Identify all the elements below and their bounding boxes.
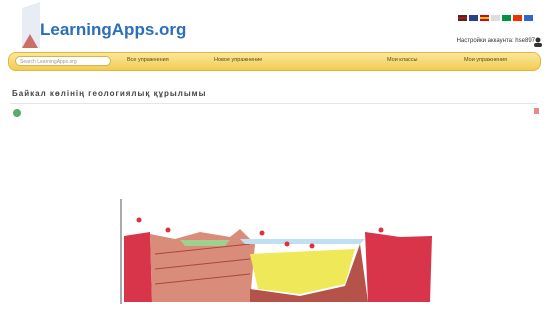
fullscreen-icon[interactable] xyxy=(534,108,539,114)
user-icon-body xyxy=(534,43,542,47)
language-flags[interactable] xyxy=(458,15,533,21)
app-area xyxy=(0,104,547,304)
nav-item[interactable]: Все упражнения xyxy=(127,57,169,63)
search-box[interactable]: Search LearningApps.org xyxy=(15,56,111,66)
rock-left xyxy=(124,232,152,302)
nav-bar: Search LearningApps.org Все упражнения Н… xyxy=(8,52,541,71)
green-layer xyxy=(180,240,230,246)
nav-item[interactable]: Новое упражнение xyxy=(214,57,262,63)
app-icon[interactable] xyxy=(13,109,21,117)
logo[interactable]: LearningApps.org xyxy=(40,20,186,40)
nav-item[interactable]: Мои классы xyxy=(387,57,418,63)
lake-sediments xyxy=(250,249,355,294)
page: LearningApps.org Настройки аккаунта: hse… xyxy=(0,0,547,311)
account-link[interactable]: Настройки аккаунта: hse897 xyxy=(457,38,535,44)
nav-item[interactable]: Мои упражнения xyxy=(464,57,507,63)
folded-layers xyxy=(150,229,255,302)
user-icon[interactable] xyxy=(536,38,541,43)
page-title: Байкал көлінің геологиялық құрылымы xyxy=(12,89,206,98)
lake-water xyxy=(240,239,365,244)
rock-right xyxy=(365,232,432,302)
